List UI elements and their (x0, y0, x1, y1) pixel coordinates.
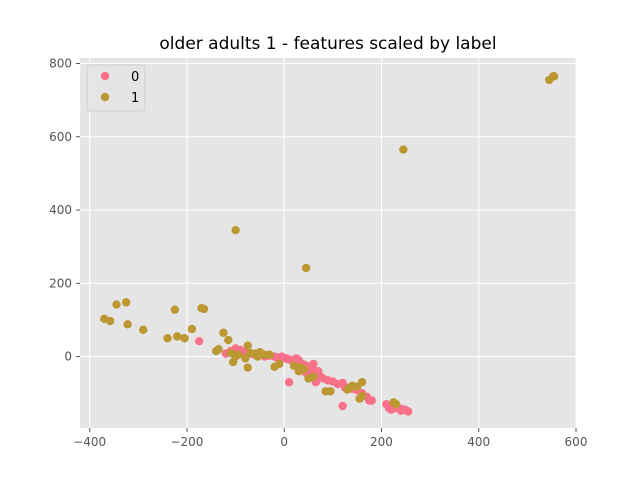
x-tick-label: 600 (565, 435, 588, 449)
data-point (284, 378, 294, 387)
y-tick-label: 800 (49, 56, 72, 70)
data-point (121, 298, 131, 307)
data-point (112, 300, 121, 309)
y-tick-label: 400 (49, 203, 72, 217)
data-point (391, 399, 401, 409)
data-point (289, 361, 299, 370)
legend-marker (100, 71, 110, 81)
data-point (292, 354, 301, 363)
data-point (224, 335, 233, 345)
data-point (326, 387, 335, 396)
data-point (105, 316, 115, 326)
data-point (139, 325, 148, 335)
data-point (243, 341, 252, 350)
data-point (199, 304, 209, 314)
data-point (338, 401, 347, 411)
data-point (214, 345, 223, 354)
plot-area (80, 58, 576, 428)
data-point (404, 407, 413, 416)
x-tick-label: 400 (467, 435, 490, 449)
data-point (309, 359, 318, 369)
x-tick-label: −400 (73, 435, 106, 449)
legend: 01 (86, 64, 146, 112)
grid (80, 58, 577, 428)
legend-label: 0 (131, 70, 139, 85)
data-point (357, 391, 367, 401)
data-point (219, 328, 228, 337)
data-points (100, 72, 559, 416)
data-point (549, 72, 559, 81)
data-point (314, 367, 323, 376)
x-tick-label: −200 (170, 435, 203, 449)
y-tick-label: 0 (64, 350, 72, 364)
y-tick-label: 200 (49, 276, 72, 290)
data-point (301, 263, 311, 273)
data-point (233, 350, 243, 359)
data-point (309, 372, 318, 381)
data-point (163, 334, 172, 343)
series-1 (100, 72, 559, 409)
x-tick-label: 200 (370, 435, 393, 449)
data-point (170, 305, 180, 314)
data-point (243, 363, 252, 372)
data-point (367, 396, 376, 405)
data-point (123, 320, 132, 329)
axis-ticks: −400 −200 0 200 400 600 0 200 400 600 800 (49, 56, 587, 449)
data-point (194, 336, 204, 346)
legend-marker (100, 92, 110, 102)
data-point (231, 225, 240, 235)
x-tick-label: 0 (280, 435, 288, 449)
data-point (299, 365, 308, 374)
chart-title: older adults 1 - features scaled by labe… (159, 34, 496, 54)
data-point (399, 145, 408, 154)
data-point (275, 359, 284, 369)
data-point (241, 354, 250, 363)
y-tick-label: 600 (49, 130, 72, 144)
data-point (187, 324, 197, 334)
data-point (265, 350, 274, 359)
legend-label: 1 (131, 91, 139, 106)
data-point (357, 378, 367, 387)
data-point (173, 332, 182, 341)
data-point (180, 334, 189, 343)
